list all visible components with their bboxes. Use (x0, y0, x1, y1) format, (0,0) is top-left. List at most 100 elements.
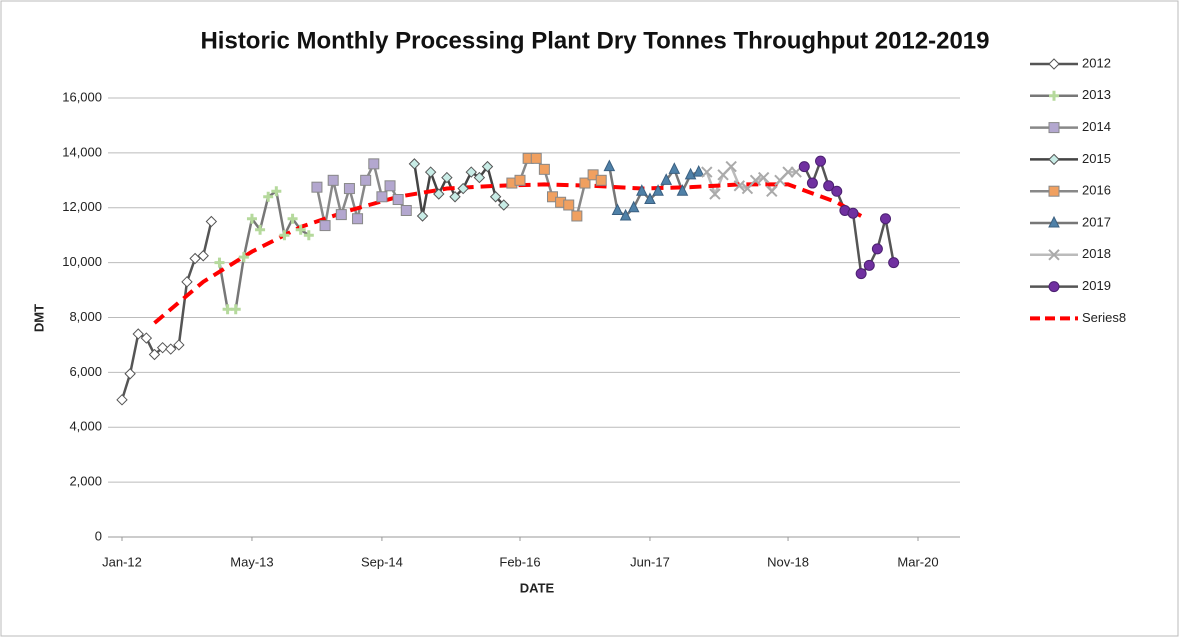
y-tick-label: 4,000 (69, 419, 102, 434)
marker (327, 174, 339, 186)
x-axis-label: DATE (520, 580, 555, 595)
marker (514, 174, 526, 186)
marker (1048, 58, 1060, 70)
marker (230, 304, 241, 315)
marker (725, 160, 737, 173)
marker (571, 210, 583, 222)
marker (1048, 249, 1060, 261)
marker (1049, 90, 1059, 101)
marker (173, 339, 185, 351)
marker (847, 207, 859, 219)
marker (360, 174, 372, 186)
marker (888, 257, 900, 269)
marker (692, 164, 705, 177)
marker (465, 166, 477, 178)
legend-label: 2012 (1082, 55, 1111, 70)
marker (197, 250, 209, 262)
marker (295, 224, 306, 235)
legend-label: 2017 (1082, 214, 1111, 229)
marker (1048, 215, 1060, 228)
marker (124, 368, 136, 380)
x-tick-label: Mar-20 (897, 554, 938, 569)
y-tick-label: 2,000 (69, 474, 102, 489)
marker (433, 188, 445, 200)
marker (863, 259, 875, 271)
legend-label: 2014 (1082, 119, 1111, 134)
marker (319, 220, 331, 232)
legend-entry: 2018 (1030, 246, 1111, 261)
y-axis-label: DMT (31, 304, 46, 332)
marker (855, 268, 867, 280)
x-tick-label: Feb-16 (499, 554, 540, 569)
y-tick-label: 6,000 (69, 364, 102, 379)
legend-label: 2018 (1082, 246, 1111, 261)
marker (530, 152, 542, 164)
marker (823, 180, 835, 192)
y-tick-label: 10,000 (62, 254, 102, 269)
marker (343, 183, 355, 195)
legend-label: 2013 (1082, 87, 1111, 102)
marker (806, 177, 818, 189)
y-tick-label: 0 (95, 528, 102, 543)
x-tick-label: May-13 (230, 554, 273, 569)
legend-entry: 2013 (1030, 87, 1111, 102)
marker (368, 158, 380, 170)
marker (749, 174, 762, 187)
marker (668, 162, 681, 174)
marker (303, 230, 314, 241)
marker (457, 182, 469, 195)
marker (255, 224, 266, 235)
chart-title: Historic Monthly Processing Plant Dry To… (200, 27, 989, 54)
marker (279, 230, 290, 241)
marker (709, 188, 721, 200)
legend-label: 2019 (1082, 278, 1111, 293)
legend-entry: 2017 (1030, 214, 1111, 229)
marker (181, 276, 193, 288)
y-tick-label: 14,000 (62, 144, 102, 159)
marker (676, 184, 689, 196)
y-tick-label: 8,000 (69, 309, 102, 324)
marker (579, 177, 591, 189)
legend-entry: 2014 (1030, 119, 1111, 134)
marker (652, 184, 664, 196)
marker (880, 213, 892, 225)
marker (449, 191, 461, 203)
marker (757, 171, 770, 184)
marker (132, 328, 144, 340)
marker (733, 180, 746, 192)
legend-entry: Series8 (1030, 310, 1126, 325)
marker (287, 213, 298, 224)
marker (352, 213, 364, 225)
marker (831, 185, 843, 197)
marker (1048, 281, 1060, 293)
marker (815, 155, 827, 167)
marker (595, 174, 607, 186)
marker (636, 184, 648, 196)
marker (782, 166, 794, 178)
marker (271, 186, 282, 197)
y-tick-label: 16,000 (62, 89, 102, 104)
marker (214, 257, 225, 268)
marker (416, 210, 429, 222)
legend-label: Series8 (1082, 310, 1126, 325)
marker (1048, 122, 1060, 134)
marker (238, 252, 249, 263)
marker (376, 191, 388, 203)
legend-entry: 2015 (1030, 151, 1111, 166)
marker (148, 348, 161, 361)
marker (660, 173, 673, 185)
x-tick-label: Nov-18 (767, 554, 809, 569)
legend-label: 2015 (1082, 151, 1111, 166)
legend-entry: 2019 (1030, 278, 1111, 293)
marker (798, 161, 810, 173)
legend-label: 2016 (1082, 183, 1111, 198)
marker (871, 243, 883, 255)
marker (498, 199, 510, 211)
marker (205, 215, 218, 228)
marker (611, 203, 624, 215)
marker (489, 191, 502, 203)
marker (263, 191, 274, 202)
marker (766, 185, 778, 197)
legend-entry: 2012 (1030, 55, 1111, 70)
marker (311, 181, 323, 193)
